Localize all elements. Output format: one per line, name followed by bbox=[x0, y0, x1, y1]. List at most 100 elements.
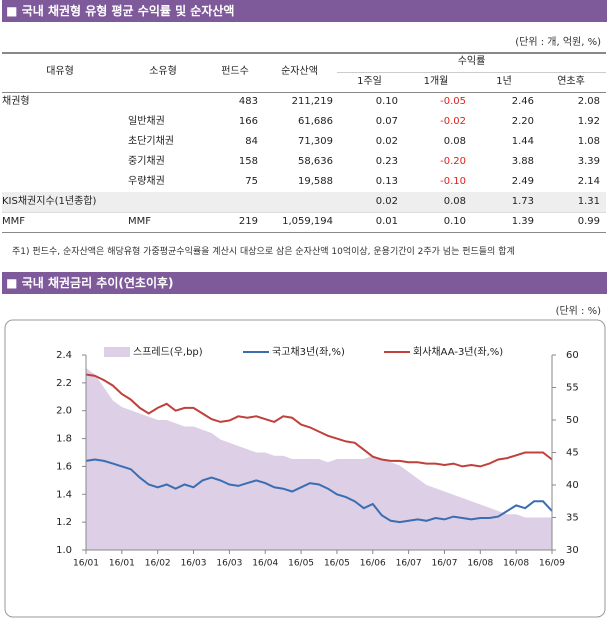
table-cell: 483 bbox=[238, 96, 258, 107]
rule bbox=[2, 92, 606, 93]
unit-note: (단위 : %) bbox=[555, 306, 601, 317]
column-header: 순자산액 bbox=[281, 66, 318, 77]
y2-tick-label: 50 bbox=[566, 415, 579, 426]
table-cell: 2.14 bbox=[577, 176, 600, 187]
x-tick-label: 16/01 bbox=[73, 559, 99, 569]
table-cell: -0.20 bbox=[440, 156, 466, 167]
table-cell: -0.05 bbox=[440, 96, 466, 107]
table-cell: -0.10 bbox=[440, 176, 466, 187]
x-tick-label: 16/07 bbox=[431, 559, 457, 569]
footnote: 주1) 펀드수, 순자산액은 해당유형 가중평균수익률을 계산시 대상으로 삼은… bbox=[12, 247, 515, 257]
x-tick-label: 16/08 bbox=[503, 559, 529, 569]
section-title: 국내 채권금리 추이(연초이후) bbox=[21, 276, 174, 290]
column-header: 1개월 bbox=[423, 76, 449, 87]
table-cell: 219 bbox=[238, 216, 258, 227]
x-tick-label: 16/08 bbox=[467, 559, 493, 569]
x-tick-label: 16/09 bbox=[539, 559, 565, 569]
table-cell: 75 bbox=[245, 176, 258, 187]
rule bbox=[2, 212, 606, 213]
table-cell: KIS채권지수(1년종합) bbox=[2, 196, 97, 207]
y2-tick-label: 60 bbox=[566, 350, 579, 361]
x-tick-label: 16/01 bbox=[109, 559, 135, 569]
legend-swatch bbox=[104, 347, 130, 357]
rule bbox=[2, 232, 606, 233]
table-cell: 0.08 bbox=[443, 136, 466, 147]
table-cell: -0.02 bbox=[440, 116, 466, 127]
section-header: ■ 국내 채권금리 추이(연초이후) bbox=[2, 272, 607, 294]
table-cell: 0.02 bbox=[375, 136, 398, 147]
section-header: ■ 국내 채권형 유형 평균 수익률 및 순자산액 bbox=[2, 0, 607, 22]
table-cell: 0.07 bbox=[375, 116, 398, 127]
table-cell: 1,059,194 bbox=[282, 216, 333, 227]
table-cell: 166 bbox=[238, 116, 258, 127]
legend-label: 국고채3년(좌,%) bbox=[272, 346, 345, 358]
column-header: 대유형 bbox=[46, 66, 74, 77]
table-cell: 1.44 bbox=[511, 136, 534, 147]
table-cell: 211,219 bbox=[291, 96, 333, 107]
y2-tick-label: 55 bbox=[566, 383, 579, 394]
table-cell: 2.08 bbox=[577, 96, 600, 107]
table-cell: 0.10 bbox=[375, 96, 398, 107]
group-header: 수익률 bbox=[457, 56, 486, 67]
x-tick-label: 16/07 bbox=[396, 559, 422, 569]
line bbox=[85, 373, 553, 468]
table-cell: 19,588 bbox=[298, 176, 333, 187]
x-tick-label: 16/04 bbox=[252, 559, 278, 569]
table-cell: 2.46 bbox=[511, 96, 534, 107]
x-tick-label: 16/06 bbox=[360, 559, 386, 569]
x-tick-label: 16/02 bbox=[145, 559, 171, 569]
table-cell: 1.73 bbox=[511, 196, 534, 207]
table-cell: 일반채권 bbox=[128, 116, 165, 127]
section-title: 국내 채권형 유형 평균 수익률 및 순자산액 bbox=[21, 4, 235, 18]
table-cell: 3.39 bbox=[577, 156, 600, 167]
rule bbox=[337, 72, 606, 73]
table-cell: 0.13 bbox=[375, 176, 398, 187]
line bbox=[85, 458, 553, 524]
y-tick-label: 1.2 bbox=[56, 517, 72, 528]
table-cell: 우량채권 bbox=[128, 176, 165, 187]
column-header: 펀드수 bbox=[221, 66, 249, 77]
y-tick-label: 2.0 bbox=[56, 406, 72, 417]
table-cell: 0.08 bbox=[443, 196, 466, 207]
table-cell: 61,686 bbox=[298, 116, 333, 127]
table-cell: 채권형 bbox=[2, 96, 30, 107]
x-tick-label: 16/03 bbox=[216, 559, 242, 569]
table-cell: 58,636 bbox=[298, 156, 333, 167]
table-cell: 0.02 bbox=[375, 196, 398, 207]
column-header: 1주일 bbox=[357, 76, 382, 87]
table-cell: 1.92 bbox=[577, 116, 600, 127]
y2-tick-label: 35 bbox=[566, 513, 579, 524]
y-tick-label: 1.4 bbox=[56, 489, 72, 500]
table-cell: MMF bbox=[128, 216, 152, 227]
table-cell: 1.08 bbox=[577, 136, 600, 147]
y-tick-label: 1.8 bbox=[56, 434, 72, 445]
y-tick-label: 2.2 bbox=[56, 378, 72, 389]
table-cell: 초단기채권 bbox=[128, 136, 174, 147]
table-cell: 중기채권 bbox=[128, 156, 165, 167]
table-cell: 3.88 bbox=[511, 156, 534, 167]
table-cell: 1.39 bbox=[511, 216, 534, 227]
column-header: 연초후 bbox=[557, 76, 585, 87]
table-cell: 0.01 bbox=[375, 216, 398, 227]
y2-tick-label: 30 bbox=[566, 545, 579, 556]
table-cell: 0.23 bbox=[375, 156, 398, 167]
table-cell: 0.99 bbox=[577, 216, 600, 227]
rule bbox=[2, 52, 606, 54]
x-tick-label: 16/05 bbox=[288, 559, 314, 569]
column-header: 소유형 bbox=[149, 66, 177, 77]
chart-frame bbox=[4, 319, 606, 618]
legend-label: 스프레드(우,bp) bbox=[133, 346, 203, 358]
row-shade bbox=[2, 192, 606, 212]
y2-tick-label: 40 bbox=[566, 480, 579, 491]
table-cell: 71,309 bbox=[298, 136, 333, 147]
table-cell: 2.20 bbox=[511, 116, 534, 127]
y-tick-label: 1.6 bbox=[56, 461, 72, 472]
y-tick-label: 2.4 bbox=[56, 350, 72, 361]
y2-tick-label: 45 bbox=[566, 448, 579, 459]
column-header: 1년 bbox=[496, 76, 512, 87]
table-cell: 1.31 bbox=[577, 196, 600, 207]
x-tick-label: 16/05 bbox=[324, 559, 350, 569]
legend-label: 회사채AA-3년(좌,%) bbox=[413, 346, 503, 358]
